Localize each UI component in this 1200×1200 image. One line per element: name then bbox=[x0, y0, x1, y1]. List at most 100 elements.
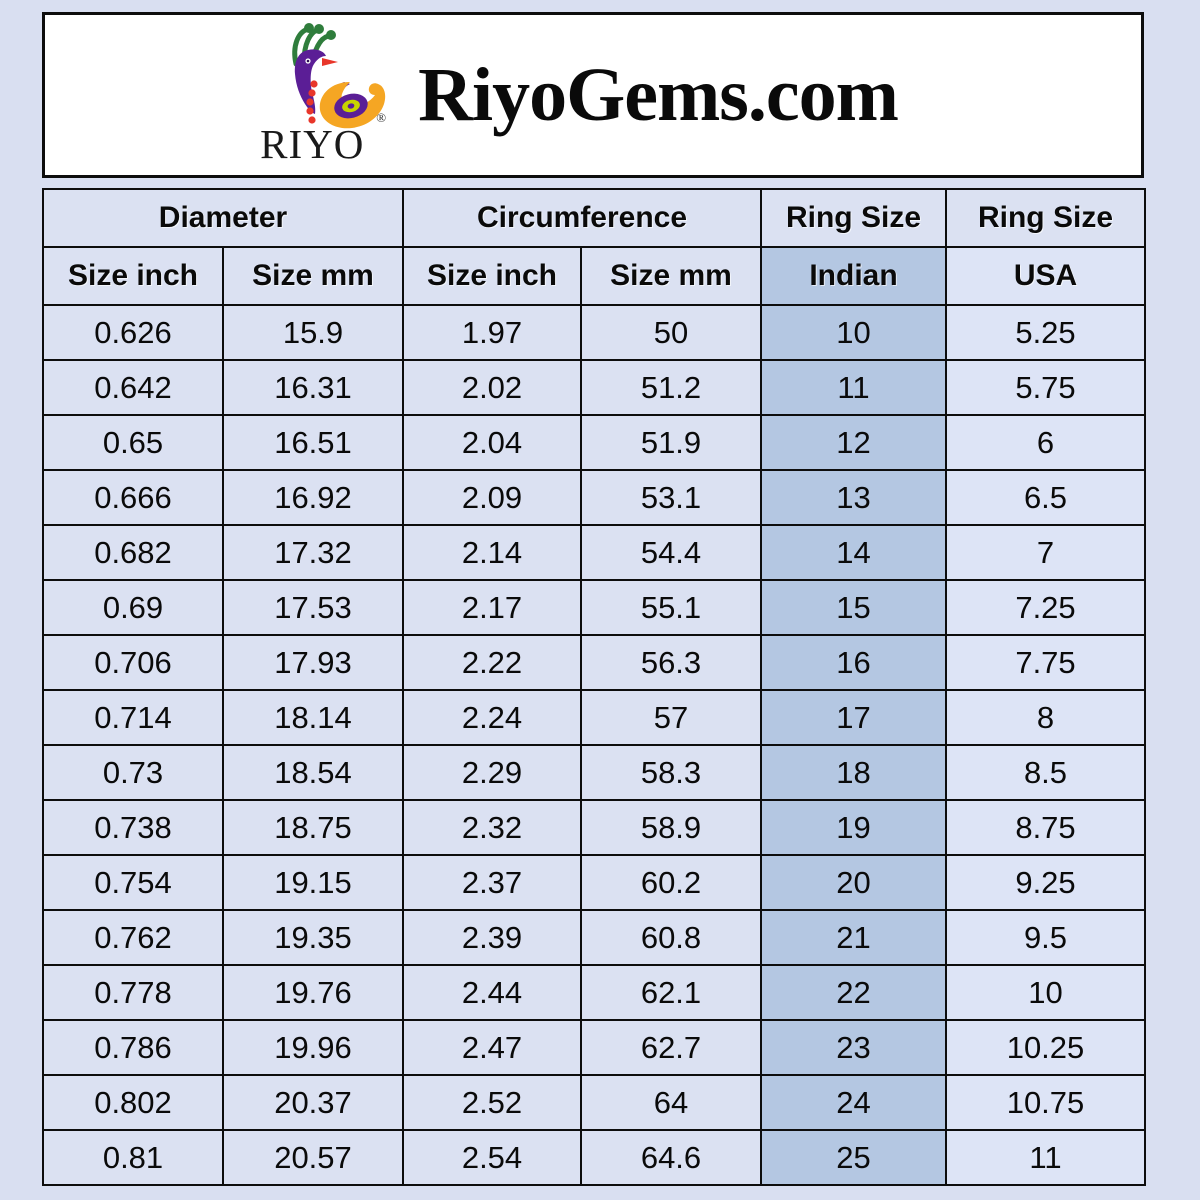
cell-diameter-inch: 0.754 bbox=[42, 854, 224, 911]
cell-diameter-mm: 19.15 bbox=[222, 854, 404, 911]
cell-ring-size-usa: 7 bbox=[945, 524, 1146, 581]
cell-ring-size-usa: 8.5 bbox=[945, 744, 1146, 801]
cell-diameter-mm: 17.53 bbox=[222, 579, 404, 636]
cell-circumference-inch: 2.37 bbox=[402, 854, 582, 911]
sub-header-circumference-mm: Size mm bbox=[580, 246, 762, 306]
cell-ring-size-indian: 24 bbox=[760, 1074, 947, 1131]
cell-diameter-inch: 0.626 bbox=[42, 304, 224, 361]
cell-diameter-inch: 0.666 bbox=[42, 469, 224, 526]
cell-circumference-inch: 2.44 bbox=[402, 964, 582, 1021]
cell-ring-size-indian: 18 bbox=[760, 744, 947, 801]
cell-ring-size-usa: 10.75 bbox=[945, 1074, 1146, 1131]
group-header-row: Diameter Circumference Ring Size Ring Si… bbox=[42, 188, 1146, 248]
cell-diameter-mm: 19.76 bbox=[222, 964, 404, 1021]
cell-circumference-mm: 53.1 bbox=[580, 469, 762, 526]
sub-header-row: Size inch Size mm Size inch Size mm Indi… bbox=[42, 246, 1146, 306]
cell-ring-size-usa: 10.25 bbox=[945, 1019, 1146, 1076]
cell-diameter-mm: 17.93 bbox=[222, 634, 404, 691]
table-row: 0.778 19.76 2.44 62.1 22 10 bbox=[42, 964, 1146, 1021]
cell-circumference-inch: 2.14 bbox=[402, 524, 582, 581]
cell-ring-size-usa: 5.75 bbox=[945, 359, 1146, 416]
cell-ring-size-indian: 25 bbox=[760, 1129, 947, 1186]
cell-circumference-mm: 64 bbox=[580, 1074, 762, 1131]
cell-ring-size-indian: 19 bbox=[760, 799, 947, 856]
cell-circumference-inch: 2.54 bbox=[402, 1129, 582, 1186]
cell-ring-size-indian: 10 bbox=[760, 304, 947, 361]
table-row: 0.762 19.35 2.39 60.8 21 9.5 bbox=[42, 909, 1146, 966]
cell-diameter-inch: 0.786 bbox=[42, 1019, 224, 1076]
group-header-diameter: Diameter bbox=[42, 188, 404, 248]
peacock-logo-icon: RIYO ® bbox=[252, 20, 392, 170]
cell-ring-size-usa: 10 bbox=[945, 964, 1146, 1021]
sub-header-usa: USA bbox=[945, 246, 1146, 306]
cell-ring-size-usa: 11 bbox=[945, 1129, 1146, 1186]
cell-diameter-mm: 18.54 bbox=[222, 744, 404, 801]
cell-circumference-mm: 58.3 bbox=[580, 744, 762, 801]
cell-diameter-inch: 0.802 bbox=[42, 1074, 224, 1131]
cell-diameter-inch: 0.642 bbox=[42, 359, 224, 416]
table-row: 0.706 17.93 2.22 56.3 16 7.75 bbox=[42, 634, 1146, 691]
cell-diameter-mm: 19.96 bbox=[222, 1019, 404, 1076]
table-row: 0.626 15.9 1.97 50 10 5.25 bbox=[42, 304, 1146, 361]
cell-circumference-mm: 51.2 bbox=[580, 359, 762, 416]
cell-ring-size-usa: 7.75 bbox=[945, 634, 1146, 691]
brand-row: RIYO ® RiyoGems.com bbox=[252, 20, 899, 170]
cell-ring-size-indian: 16 bbox=[760, 634, 947, 691]
cell-circumference-mm: 62.1 bbox=[580, 964, 762, 1021]
cell-circumference-inch: 2.04 bbox=[402, 414, 582, 471]
cell-ring-size-usa: 9.25 bbox=[945, 854, 1146, 911]
group-header-ring-size-indian: Ring Size bbox=[760, 188, 947, 248]
cell-ring-size-indian: 14 bbox=[760, 524, 947, 581]
cell-diameter-mm: 16.31 bbox=[222, 359, 404, 416]
group-header-circumference: Circumference bbox=[402, 188, 762, 248]
cell-ring-size-indian: 11 bbox=[760, 359, 947, 416]
table-row: 0.738 18.75 2.32 58.9 19 8.75 bbox=[42, 799, 1146, 856]
cell-diameter-inch: 0.65 bbox=[42, 414, 224, 471]
cell-ring-size-usa: 8 bbox=[945, 689, 1146, 746]
cell-circumference-mm: 64.6 bbox=[580, 1129, 762, 1186]
cell-diameter-inch: 0.73 bbox=[42, 744, 224, 801]
cell-diameter-mm: 16.51 bbox=[222, 414, 404, 471]
cell-diameter-inch: 0.706 bbox=[42, 634, 224, 691]
table-row: 0.642 16.31 2.02 51.2 11 5.75 bbox=[42, 359, 1146, 416]
sub-header-circumference-inch: Size inch bbox=[402, 246, 582, 306]
table-row: 0.802 20.37 2.52 64 24 10.75 bbox=[42, 1074, 1146, 1131]
sub-header-diameter-inch: Size inch bbox=[42, 246, 224, 306]
page-title: RiyoGems.com bbox=[418, 53, 899, 137]
cell-ring-size-indian: 21 bbox=[760, 909, 947, 966]
cell-diameter-mm: 18.75 bbox=[222, 799, 404, 856]
cell-circumference-inch: 2.24 bbox=[402, 689, 582, 746]
cell-ring-size-indian: 22 bbox=[760, 964, 947, 1021]
cell-diameter-mm: 18.14 bbox=[222, 689, 404, 746]
cell-ring-size-usa: 6 bbox=[945, 414, 1146, 471]
cell-circumference-inch: 2.17 bbox=[402, 579, 582, 636]
cell-circumference-mm: 62.7 bbox=[580, 1019, 762, 1076]
cell-circumference-inch: 2.09 bbox=[402, 469, 582, 526]
cell-circumference-inch: 2.02 bbox=[402, 359, 582, 416]
cell-diameter-inch: 0.762 bbox=[42, 909, 224, 966]
cell-circumference-mm: 54.4 bbox=[580, 524, 762, 581]
cell-circumference-inch: 1.97 bbox=[402, 304, 582, 361]
cell-circumference-inch: 2.29 bbox=[402, 744, 582, 801]
cell-diameter-inch: 0.81 bbox=[42, 1129, 224, 1186]
cell-diameter-mm: 17.32 bbox=[222, 524, 404, 581]
logo-wordmark: RIYO bbox=[260, 121, 365, 167]
group-header-ring-size-usa: Ring Size bbox=[945, 188, 1146, 248]
cell-diameter-inch: 0.778 bbox=[42, 964, 224, 1021]
cell-circumference-mm: 51.9 bbox=[580, 414, 762, 471]
cell-ring-size-indian: 13 bbox=[760, 469, 947, 526]
cell-ring-size-indian: 17 bbox=[760, 689, 947, 746]
cell-circumference-mm: 57 bbox=[580, 689, 762, 746]
cell-ring-size-usa: 7.25 bbox=[945, 579, 1146, 636]
table-row: 0.81 20.57 2.54 64.6 25 11 bbox=[42, 1129, 1146, 1186]
sub-header-indian: Indian bbox=[760, 246, 947, 306]
registered-trademark-icon: ® bbox=[376, 110, 387, 125]
cell-diameter-mm: 19.35 bbox=[222, 909, 404, 966]
cell-circumference-inch: 2.47 bbox=[402, 1019, 582, 1076]
cell-circumference-mm: 55.1 bbox=[580, 579, 762, 636]
cell-diameter-mm: 20.37 bbox=[222, 1074, 404, 1131]
cell-diameter-mm: 15.9 bbox=[222, 304, 404, 361]
cell-diameter-mm: 16.92 bbox=[222, 469, 404, 526]
table-row: 0.682 17.32 2.14 54.4 14 7 bbox=[42, 524, 1146, 581]
